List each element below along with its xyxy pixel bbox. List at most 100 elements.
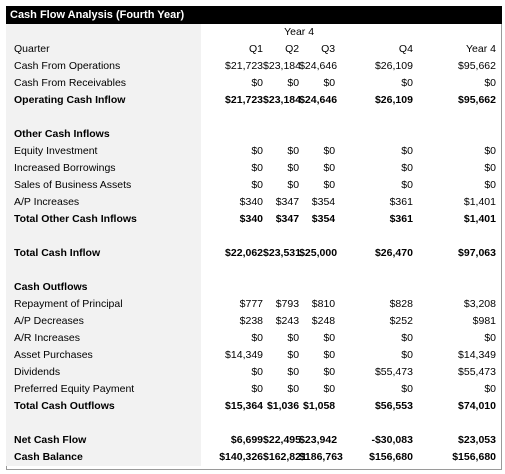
spacer-row [6,262,502,279]
value-cell: $24,646 [299,60,338,72]
spacer-cell [6,415,202,432]
table-row: Asset Purchases $14,349 $0 $0 $0 $14,349 [6,347,502,364]
spacer-cell [201,415,263,432]
table-row: Operating Cash Inflow $21,723 $23,184 $24,6… [6,92,502,109]
row-label: Cash Balance [6,449,202,466]
spacer-cell [413,228,502,245]
value-cell: $340 [239,213,264,225]
value-cell [299,126,335,143]
value-cell: $1,036 [266,400,300,412]
value-cell: $21,723 [225,60,264,72]
value-cell: $0 [484,332,496,344]
value-cell: $0 [401,145,413,157]
table-row: Total Other Cash Inflows $340 $347 $354 $361… [6,211,502,228]
spacer-row [6,109,502,126]
value-cell: $0 [323,179,336,191]
value-cell: $0 [323,383,336,395]
value-cell: $0 [323,332,336,344]
spacer-cell [263,228,299,245]
value-cell: $1,401 [463,196,496,208]
value-cell [263,126,299,143]
value-cell: $55,473 [374,366,413,378]
spacer-cell [263,415,299,432]
value-cell: $0 [323,349,336,361]
sheet-title: Cash Flow Analysis (Fourth Year) [6,6,502,24]
value-cell [413,126,502,143]
spacer-cell [413,415,502,432]
spacer-cell [413,262,502,279]
value-cell: $15,364 [225,400,264,412]
column-header-q3: Q3 [321,43,336,55]
value-cell: $3,208 [463,298,496,310]
spacer-row [6,228,502,245]
table-row: Cash From Receivables $0 $0 $0 $0 $0 [6,75,502,92]
value-cell: $0 [323,145,336,157]
year-header-row: Year 4 [6,24,502,41]
value-cell: $26,470 [374,247,413,259]
value-cell: $810 [311,298,336,310]
value-cell [335,279,413,296]
value-cell [201,279,263,296]
value-cell: $55,473 [458,366,496,378]
spacer-cell [6,228,202,245]
row-label: Net Cash Flow [6,432,202,449]
column-header-q1: Q1 [249,43,264,55]
value-cell: $26,109 [374,60,413,72]
table-row: Preferred Equity Payment $0 $0 $0 $0 $0 [6,381,502,398]
value-cell: $0 [401,349,413,361]
table-row: Sales of Business Assets $0 $0 $0 $0 $0 [6,177,502,194]
value-cell: $0 [287,179,300,191]
table-row: Equity Investment $0 $0 $0 $0 $0 [6,143,502,160]
spacer-cell [6,262,202,279]
value-cell [299,279,335,296]
row-label: Total Cash Inflow [6,245,202,262]
value-cell: $0 [401,179,413,191]
value-cell: $252 [389,315,413,327]
value-cell: $23,053 [458,434,496,446]
value-cell [335,126,413,143]
value-cell: $0 [251,366,264,378]
table-row: Cash From Operations $21,723 $23,184 $24,64… [6,58,502,75]
value-cell: $186,763 [299,451,343,463]
spacer-cell [335,109,413,126]
value-cell: $0 [251,332,264,344]
value-cell: $347 [275,213,300,225]
value-cell: $0 [287,349,300,361]
spacer-cell [299,109,335,126]
column-header-year: Year 4 [466,43,496,55]
spacer-cell [201,228,263,245]
year-header-spacer [6,24,202,41]
value-cell [263,279,299,296]
value-cell: $26,109 [374,94,413,106]
table-row: Cash Outflows [6,279,502,296]
spacer-cell [335,228,413,245]
value-cell: $23,531 [263,247,301,259]
row-label: Equity Investment [6,143,202,160]
column-header-q4: Q4 [398,43,413,55]
row-label: Total Cash Outflows [6,398,202,415]
value-cell: $22,495 [263,434,301,446]
value-cell: $156,680 [369,451,413,463]
value-cell: $24,646 [299,94,338,106]
value-cell: $243 [275,315,300,327]
table-row: A/P Decreases $238 $243 $248 $252 $981 [6,313,502,330]
table-row: Increased Borrowings $0 $0 $0 $0 $0 [6,160,502,177]
value-cell: $981 [472,315,496,327]
value-cell: $23,942 [299,434,338,446]
value-cell: $0 [251,162,264,174]
row-label: A/P Decreases [6,313,202,330]
year-header-spacer [413,24,502,41]
value-cell: -$30,083 [371,434,413,446]
value-cell: $1,401 [463,213,496,225]
table-row: A/R Increases $0 $0 $0 $0 $0 [6,330,502,347]
value-cell: $347 [275,196,300,208]
cash-flow-table-body: Year 4 Quarter Q1 Q2 Q3 Q4 Year 4 Cash F… [6,24,502,466]
value-cell: $361 [389,196,413,208]
year-label: Year 4 [284,26,315,38]
spacer-cell [413,109,502,126]
row-label: Asset Purchases [6,347,202,364]
spacer-cell [299,262,335,279]
value-cell: $23,184 [263,94,301,106]
value-cell: $354 [311,213,336,225]
value-cell: $14,349 [225,349,264,361]
